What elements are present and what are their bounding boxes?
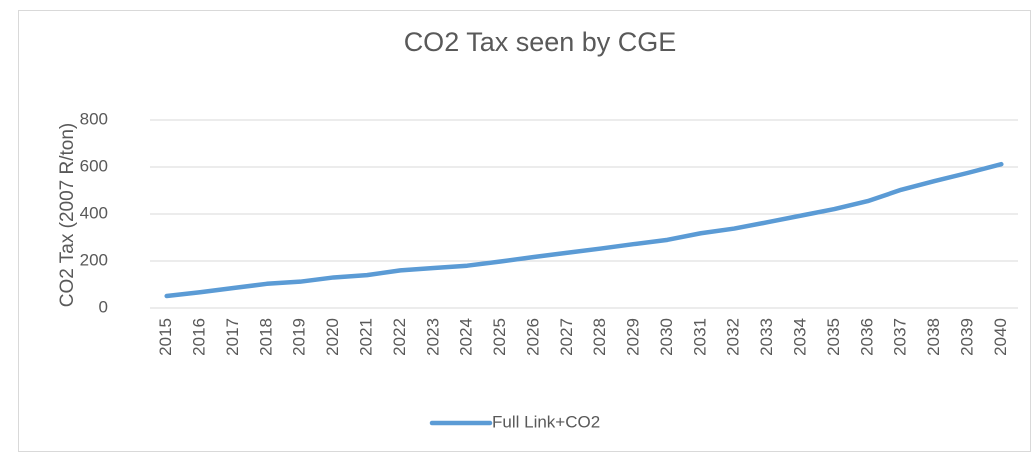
x-tick-label: 2027: [557, 318, 576, 356]
line-series: [164, 161, 1004, 299]
x-tick-label: 2016: [190, 318, 209, 356]
x-tick-label: 2039: [957, 318, 976, 356]
x-tick-label: 2017: [223, 318, 242, 356]
x-tick-label: 2024: [457, 318, 476, 356]
x-tick-label: 2032: [724, 318, 743, 356]
x-tick-label: 2029: [624, 318, 643, 356]
legend-label: Full Link+CO2: [492, 412, 600, 431]
x-tick-label: 2023: [423, 318, 442, 356]
x-tick-label: 2037: [891, 318, 910, 356]
x-tick-label: 2033: [757, 318, 776, 356]
chart-border: [18, 10, 1031, 452]
x-tick-label: 2031: [690, 318, 709, 356]
x-tick-label: 2030: [657, 318, 676, 356]
x-tick-label: 2018: [256, 318, 275, 356]
chart-title: CO2 Tax seen by CGE: [404, 27, 677, 57]
x-tick-label: 2040: [991, 318, 1010, 356]
y-tick-label: 400: [80, 203, 108, 222]
y-axis-title: CO2 Tax (2007 R/ton): [57, 123, 78, 307]
x-tick-label: 2021: [356, 318, 375, 356]
x-tick-label: 2038: [924, 318, 943, 356]
x-tick-label: 2022: [390, 318, 409, 356]
y-tick-label: 200: [80, 250, 108, 269]
y-tick-label: 600: [80, 156, 108, 175]
x-tick-label: 2028: [590, 318, 609, 356]
x-tick-label: 2036: [857, 318, 876, 356]
y-tick-label: 800: [80, 109, 108, 128]
x-tick-label: 2035: [824, 318, 843, 356]
x-tick-label: 2025: [490, 318, 509, 356]
x-tick-label: 2015: [156, 318, 175, 356]
x-tick-label: 2020: [323, 318, 342, 356]
x-tick-label: 2026: [523, 318, 542, 356]
x-tick-label: 2034: [790, 318, 809, 356]
x-tick-label: 2019: [290, 318, 309, 356]
y-tick-label: 0: [99, 297, 108, 316]
